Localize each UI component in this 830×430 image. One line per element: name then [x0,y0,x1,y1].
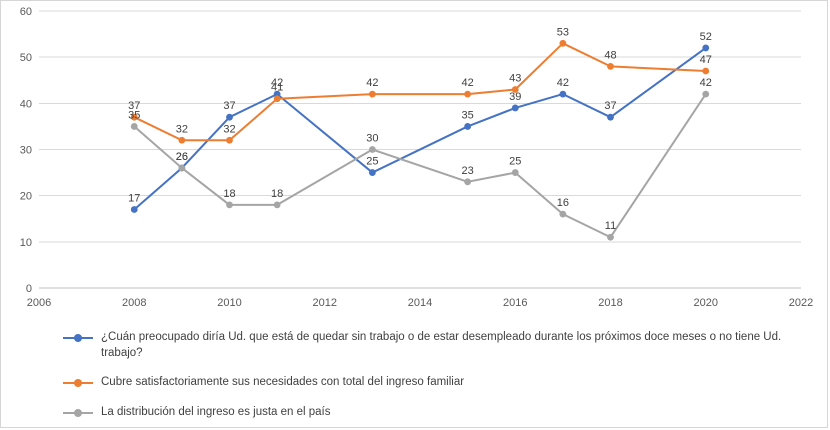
legend-label: Cubre satisfactoriamente sus necesidades… [101,376,465,389]
svg-text:10: 10 [20,237,32,249]
svg-text:32: 32 [223,123,235,135]
legend: ¿Cuán preocupado diría Ud. que está de q… [63,330,793,420]
svg-text:42: 42 [271,77,283,89]
svg-text:42: 42 [700,77,712,89]
svg-text:43: 43 [509,72,521,84]
legend-marker-line-icon [63,379,93,388]
svg-text:26: 26 [176,151,188,163]
svg-text:2008: 2008 [122,297,146,309]
svg-text:0: 0 [26,283,32,295]
svg-text:2006: 2006 [27,297,51,309]
svg-text:37: 37 [604,100,616,112]
svg-text:48: 48 [604,49,616,61]
svg-text:18: 18 [271,188,283,200]
svg-text:25: 25 [366,156,378,168]
legend-marker-line-icon [63,408,93,417]
legend-marker-line-icon [63,334,93,342]
svg-text:2018: 2018 [598,297,622,309]
svg-text:41: 41 [271,82,283,94]
legend-item-income-distribution-fair: La distribución del ingreso es justa en … [63,405,793,421]
legend-item-income-covers-needs: Cubre satisfactoriamente sus necesidades… [63,375,793,391]
svg-text:32: 32 [176,123,188,135]
svg-text:11: 11 [605,220,616,232]
svg-text:52: 52 [700,31,712,43]
svg-text:2020: 2020 [694,297,718,309]
svg-text:2010: 2010 [217,297,241,309]
svg-text:16: 16 [557,197,569,209]
svg-text:53: 53 [557,26,569,38]
svg-text:60: 60 [20,6,32,18]
svg-text:23: 23 [462,165,474,177]
legend-item-worried-unemployment: ¿Cuán preocupado diría Ud. que está de q… [63,330,793,361]
svg-text:20: 20 [20,191,32,203]
svg-text:35: 35 [128,109,140,121]
legend-label: La distribución del ingreso es justa en … [101,405,331,418]
svg-text:42: 42 [366,77,378,89]
svg-text:30: 30 [366,133,378,145]
svg-text:26: 26 [176,151,188,163]
svg-text:17: 17 [128,193,140,205]
svg-text:42: 42 [557,77,569,89]
svg-text:37: 37 [128,100,140,112]
svg-text:18: 18 [223,188,235,200]
line-chart: 0 10 20 30 40 50 60 2006 2008 2010 2012 2014 2016 201… [20,6,813,309]
svg-text:30: 30 [20,145,32,157]
legend-label: ¿Cuán preocupado diría Ud. que está de q… [101,331,782,359]
svg-text:40: 40 [20,98,32,110]
svg-text:39: 39 [509,91,521,103]
svg-text:50: 50 [20,52,32,64]
svg-text:2016: 2016 [503,297,527,309]
svg-text:47: 47 [700,54,712,66]
svg-text:37: 37 [223,100,235,112]
svg-text:35: 35 [462,109,474,121]
svg-text:2022: 2022 [789,297,813,309]
svg-text:2014: 2014 [408,297,432,309]
svg-text:42: 42 [462,77,474,89]
svg-text:25: 25 [509,156,521,168]
svg-text:2012: 2012 [313,297,337,309]
